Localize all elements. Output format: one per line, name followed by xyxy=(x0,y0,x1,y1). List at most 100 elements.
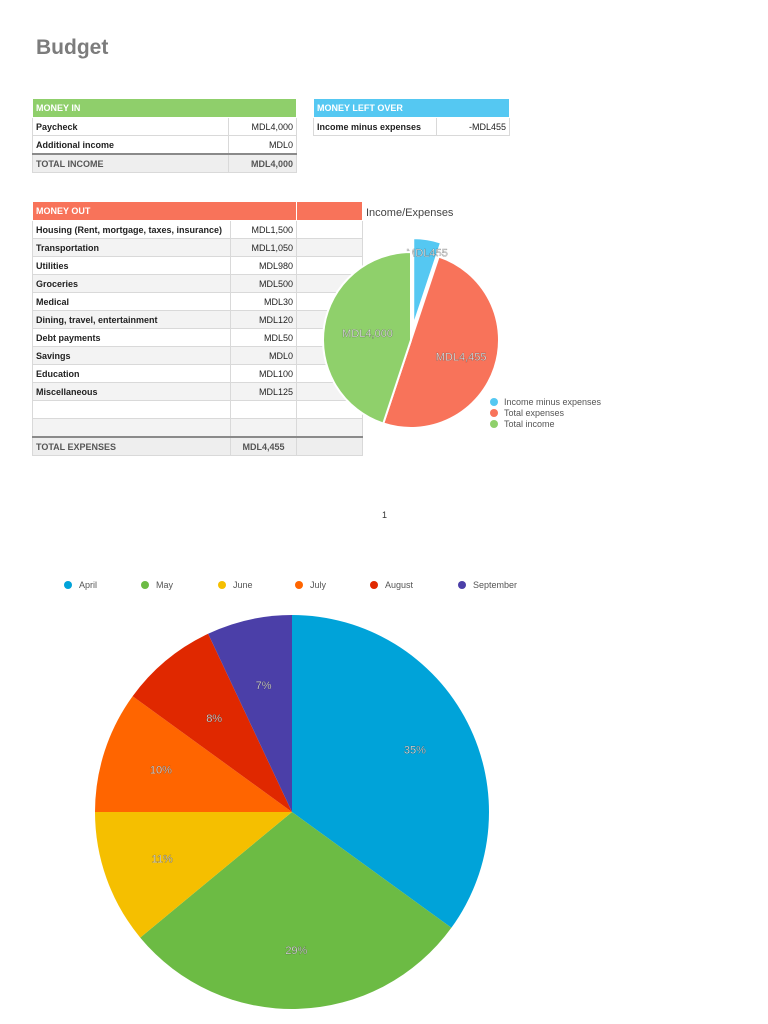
legend-item: September xyxy=(458,580,548,590)
pie-slice-july xyxy=(95,696,292,812)
legend-label: July xyxy=(310,580,327,590)
document-title: Budget xyxy=(36,36,109,59)
legend-item: May xyxy=(141,580,218,590)
money-out-label[interactable]: Miscellaneous xyxy=(32,382,231,401)
legend-label: September xyxy=(473,580,518,590)
legend-item: Total income xyxy=(490,418,601,429)
money-out-label[interactable] xyxy=(32,400,231,419)
legend-swatch xyxy=(490,397,498,406)
pie-slice-total-expenses xyxy=(381,255,500,429)
table-row: Additional income MDL0 xyxy=(32,135,297,155)
money-out-value[interactable]: MDL1,500 xyxy=(230,220,297,239)
legend-item: June xyxy=(218,580,295,590)
money-in-value[interactable]: MDL0 xyxy=(228,135,297,155)
pie-slice-income-minus-expenses xyxy=(412,237,443,327)
money-out-label[interactable]: Transportation xyxy=(32,238,231,257)
total-expenses-row: TOTAL EXPENSES MDL4,455 xyxy=(32,436,363,456)
money-out-table: MONEY OUT Housing (Rent, mortgage, taxes… xyxy=(32,201,363,456)
total-expenses-extra xyxy=(296,436,363,456)
money-in-header: MONEY IN xyxy=(32,98,297,118)
pie-label: MDL4,000 xyxy=(342,328,393,340)
total-income-label: TOTAL INCOME xyxy=(32,153,229,173)
legend-label: April xyxy=(79,580,98,590)
money-left-label[interactable]: Income minus expenses xyxy=(313,117,437,136)
money-out-value[interactable]: MDL980 xyxy=(230,256,297,275)
table-row: Education MDL100 xyxy=(32,364,363,383)
table-row: Groceries MDL500 xyxy=(32,274,363,293)
pie-label: MDL4,455 xyxy=(436,352,487,364)
money-out-value[interactable] xyxy=(230,418,297,438)
chart-title: Income/Expenses xyxy=(366,207,454,219)
pie-label: 29% xyxy=(285,945,307,957)
pie-label: 8% xyxy=(206,713,222,725)
money-in-table: MONEY IN Paycheck MDL4,000 Additional in… xyxy=(32,98,297,173)
money-out-label[interactable]: Groceries xyxy=(32,274,231,293)
money-out-label[interactable]: Savings xyxy=(32,346,231,365)
money-left-header-row: MONEY LEFT OVER xyxy=(313,98,510,118)
money-out-label[interactable]: Utilities xyxy=(32,256,231,275)
money-in-label[interactable]: Additional income xyxy=(32,135,229,155)
money-out-value[interactable]: MDL125 xyxy=(230,382,297,401)
table-row: Transportation MDL1,050 xyxy=(32,238,363,257)
money-in-header-row: MONEY IN xyxy=(32,98,297,118)
money-in-label[interactable]: Paycheck xyxy=(32,117,229,136)
legend-swatch xyxy=(490,419,498,428)
table-row xyxy=(32,418,363,438)
legend-label: August xyxy=(385,580,414,590)
legend-item: Income minus expenses xyxy=(490,396,601,407)
money-out-extra-cell[interactable] xyxy=(296,238,363,257)
money-out-label[interactable]: Education xyxy=(32,364,231,383)
legend-swatch xyxy=(295,581,303,589)
money-out-value[interactable]: MDL50 xyxy=(230,328,297,347)
pie-label: 11% xyxy=(152,854,173,866)
legend-swatch xyxy=(458,581,466,589)
pie-slice-june xyxy=(95,812,292,938)
legend-swatch xyxy=(370,581,378,589)
pie-label: -MDL455 xyxy=(403,247,448,259)
pie-slice-may xyxy=(140,812,452,1009)
legend-label: Total expenses xyxy=(504,407,565,418)
legend-swatch xyxy=(141,581,149,589)
money-in-value[interactable]: MDL4,000 xyxy=(228,117,297,136)
legend-item: Total expenses xyxy=(490,407,601,418)
pie-slice-august xyxy=(132,633,292,812)
pie-slice-april xyxy=(292,615,489,928)
money-out-value[interactable]: MDL500 xyxy=(230,274,297,293)
money-left-table: MONEY LEFT OVER Income minus expenses -M… xyxy=(313,98,510,136)
page-number: 1 xyxy=(382,510,388,520)
legend-item: April xyxy=(64,580,141,590)
money-out-value[interactable]: MDL30 xyxy=(230,292,297,311)
total-income-row: TOTAL INCOME MDL4,000 xyxy=(32,153,297,173)
money-out-label[interactable]: Dining, travel, entertainment xyxy=(32,310,231,329)
legend-label: June xyxy=(233,580,253,590)
total-expenses-label: TOTAL EXPENSES xyxy=(32,436,231,456)
money-left-header: MONEY LEFT OVER xyxy=(313,98,510,118)
table-row: Paycheck MDL4,000 xyxy=(32,117,297,136)
money-out-label[interactable]: Housing (Rent, mortgage, taxes, insuranc… xyxy=(32,220,231,239)
money-out-header-extra xyxy=(296,201,363,221)
legend-swatch xyxy=(218,581,226,589)
money-left-value[interactable]: -MDL455 xyxy=(436,117,510,136)
money-out-value[interactable]: MDL1,050 xyxy=(230,238,297,257)
pie-label: 10% xyxy=(150,764,172,776)
money-out-value[interactable]: MDL0 xyxy=(230,346,297,365)
legend-label: Income minus expenses xyxy=(504,396,602,407)
money-out-label[interactable]: Medical xyxy=(32,292,231,311)
money-out-label[interactable]: Debt payments xyxy=(32,328,231,347)
legend-swatch xyxy=(64,581,72,589)
table-row: Savings MDL0 xyxy=(32,346,363,365)
pie-slice-total-income xyxy=(322,250,412,425)
money-out-header: MONEY OUT xyxy=(32,201,297,221)
money-out-label[interactable] xyxy=(32,418,231,438)
pie-slice-september xyxy=(208,615,292,812)
money-out-value[interactable]: MDL100 xyxy=(230,364,297,383)
money-out-header-row: MONEY OUT xyxy=(32,201,363,221)
legend-item: July xyxy=(295,580,370,590)
table-row xyxy=(32,400,363,419)
pie-label: 35% xyxy=(404,744,426,756)
total-expenses-value: MDL4,455 xyxy=(230,436,297,456)
money-out-value[interactable]: MDL120 xyxy=(230,310,297,329)
monthly-legend: April May June July August September xyxy=(64,580,548,590)
money-out-value[interactable] xyxy=(230,400,297,419)
legend-label: Total income xyxy=(504,418,555,429)
